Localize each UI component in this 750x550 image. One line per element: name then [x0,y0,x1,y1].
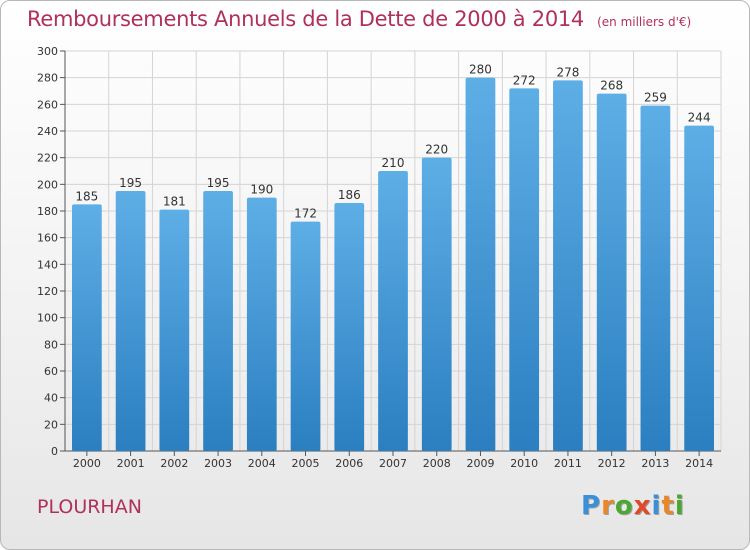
commune-name: PLOURHAN [37,496,142,518]
y-tick-label: 140 [37,258,58,271]
bar [596,93,627,452]
y-tick-label: 300 [37,45,58,58]
data-label: 195 [207,176,230,190]
bar [465,77,496,452]
y-tick-label: 260 [37,98,58,111]
y-tick-label: 200 [37,178,58,191]
brand-letter: r [601,491,615,521]
x-tick-label: 2007 [379,457,407,470]
data-label: 259 [644,91,667,105]
bar [553,80,583,451]
bar [71,204,102,451]
x-tick-label: 2012 [598,457,626,470]
data-label: 272 [513,73,536,87]
x-tick-label: 2003 [204,457,232,470]
bar [421,157,452,451]
chart-title: Remboursements Annuels de la Dette de 20… [27,7,584,31]
brand-letter: i [674,491,685,521]
y-tick-label: 160 [37,232,58,245]
brand-letter: i [651,491,662,521]
bar [334,203,365,451]
bars [71,77,715,452]
data-label: 278 [556,65,579,79]
y-tick-label: 20 [44,418,58,431]
x-tick-label: 2013 [641,457,669,470]
data-label: 181 [163,195,186,209]
y-tick-label: 100 [37,312,58,325]
y-tick-label: 120 [37,285,58,298]
bar [203,191,233,451]
bar [246,197,277,451]
data-label: 185 [75,189,98,203]
bar [115,191,146,451]
brand-letter: x [633,491,652,521]
x-tick-label: 2008 [423,457,451,470]
data-label: 280 [469,63,492,77]
bar [684,125,715,452]
x-tick-label: 2000 [73,457,101,470]
bar [640,105,671,452]
axes: 0 20 40 60 80 100 120 140 160 180 200 220 240 260 280 3… [37,45,721,470]
bar [509,88,540,451]
bar [378,171,408,451]
x-tick-label: 2004 [248,457,276,470]
data-label: 220 [425,143,448,157]
y-tick-label: 180 [37,205,58,218]
x-tick-label: 2002 [160,457,188,470]
y-tick-label: 240 [37,125,58,138]
y-tick-label: 280 [37,72,58,85]
y-tick-label: 220 [37,152,58,165]
data-label: 210 [382,156,405,170]
x-tick-label: 2005 [292,457,320,470]
data-label: 195 [119,176,142,190]
brand-logo: Proxiti [581,491,685,521]
x-tick-label: 2014 [685,457,713,470]
data-label: 190 [250,183,273,197]
brand-letter: t [661,491,675,521]
title-row: Remboursements Annuels de la Dette de 20… [27,7,691,31]
x-tick-label: 2006 [335,457,363,470]
y-tick-label: 40 [44,392,58,405]
data-labels: 185 195 181 195 190 172 186 210 220 280 272 278 268 2… [75,63,710,221]
data-label: 186 [338,188,361,202]
x-tick-label: 2009 [466,457,494,470]
bar [290,221,321,451]
bar [159,209,190,451]
brand-letter: P [581,491,602,521]
data-label: 268 [600,79,623,93]
y-tick-label: 80 [44,338,58,351]
y-tick-label: 60 [44,365,58,378]
data-label: 244 [688,111,711,125]
x-tick-label: 2001 [117,457,145,470]
y-tick-label: 0 [51,445,58,458]
brand-letter: o [614,491,634,521]
x-tick-label: 2011 [554,457,582,470]
data-label: 172 [294,207,317,221]
x-tick-label: 2010 [510,457,538,470]
chart-unit: (en milliers d'€) [597,15,692,29]
